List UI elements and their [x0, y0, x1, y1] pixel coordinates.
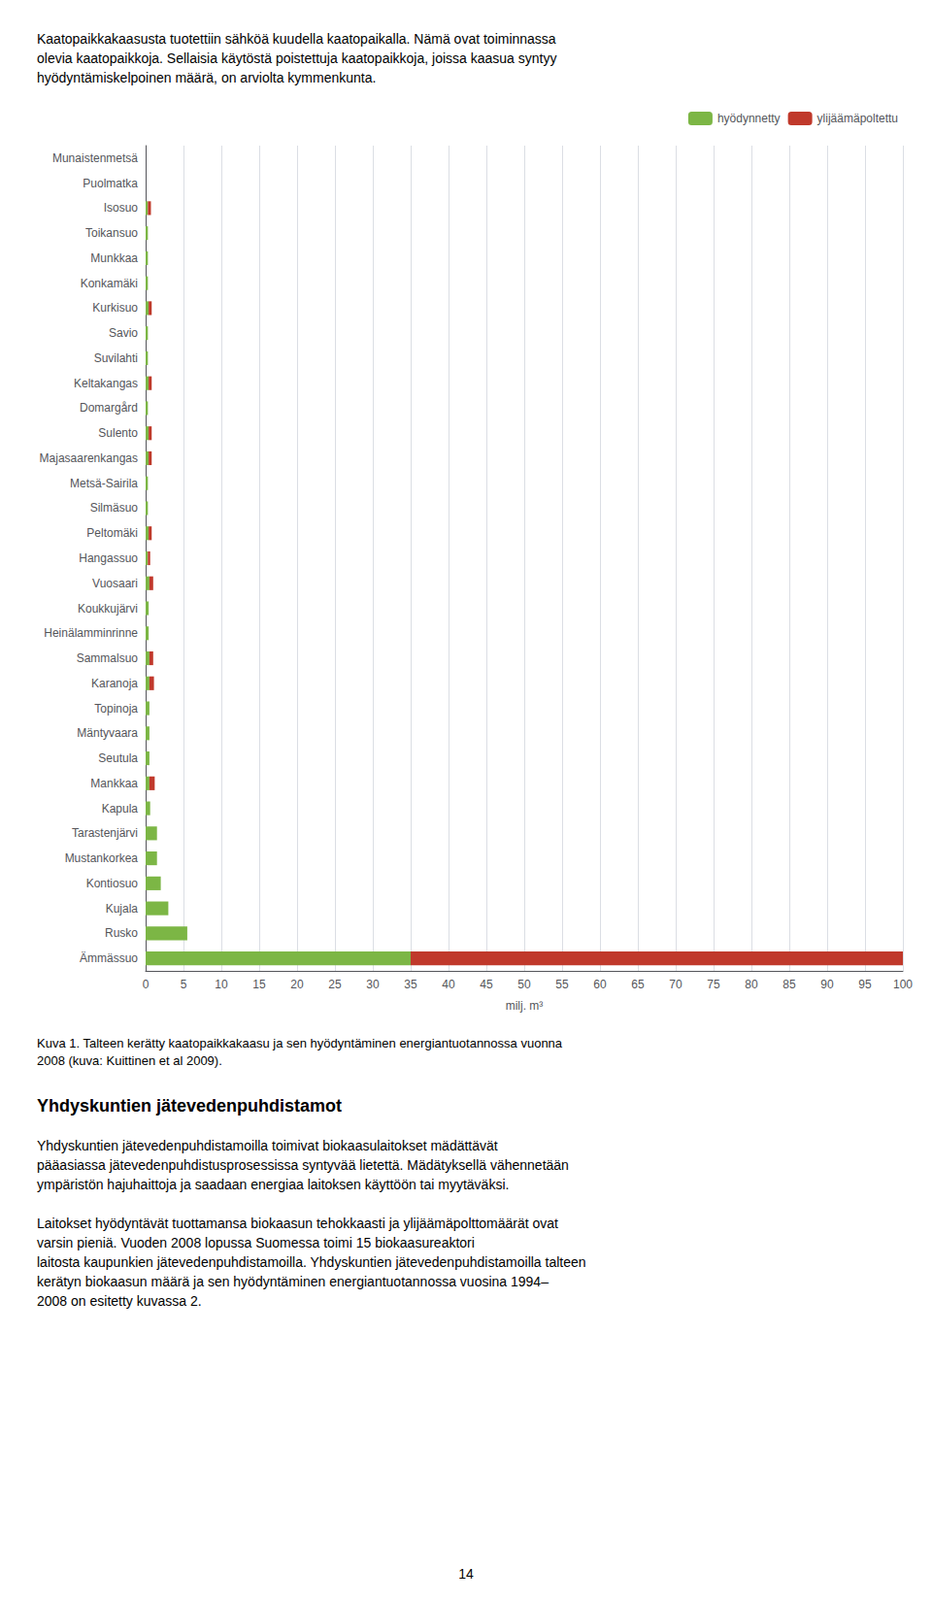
svg-text:Mäntyvaara: Mäntyvaara — [76, 726, 138, 740]
svg-text:55: 55 — [555, 977, 569, 992]
svg-text:15: 15 — [252, 977, 267, 992]
svg-text:80: 80 — [744, 977, 759, 992]
svg-text:Hangassuo: Hangassuo — [78, 551, 138, 566]
svg-text:Munaistenmetsä: Munaistenmetsä — [52, 151, 138, 166]
svg-text:Ämmässuo: Ämmässuo — [79, 951, 138, 966]
svg-text:ympäristön hajuhaittoja ja saa: ympäristön hajuhaittoja ja saadaan energ… — [36, 1176, 509, 1193]
svg-text:Kontiosuo: Kontiosuo — [86, 876, 139, 891]
svg-text:2008 on esitetty kuvassa 2.: 2008 on esitetty kuvassa 2. — [36, 1293, 202, 1309]
svg-text:Tarastenjärvi: Tarastenjärvi — [71, 826, 138, 840]
svg-text:85: 85 — [782, 977, 797, 992]
svg-text:Yhdyskuntien jätevedenpuhdista: Yhdyskuntien jätevedenpuhdistamoilla toi… — [36, 1137, 499, 1154]
svg-text:Mustankorkea: Mustankorkea — [65, 851, 139, 866]
svg-text:Kuva 1. Talteen kerätty kaatop: Kuva 1. Talteen kerätty kaatopaikkakaasu… — [36, 1035, 564, 1051]
svg-text:Puolmatka: Puolmatka — [82, 176, 138, 191]
svg-text:Sammalsuo: Sammalsuo — [76, 651, 139, 666]
svg-text:varsin pieniä. Vuoden 2008 lop: varsin pieniä. Vuoden 2008 lopussa Suome… — [36, 1234, 475, 1251]
svg-text:5: 5 — [180, 977, 188, 992]
svg-text:20: 20 — [290, 977, 304, 992]
svg-text:Peltomäki: Peltomäki — [86, 526, 138, 540]
svg-text:90: 90 — [820, 977, 834, 992]
svg-text:45: 45 — [479, 977, 494, 992]
svg-text:laitosta kaupunkien jätevedenp: laitosta kaupunkien jätevedenpuhdistamoi… — [36, 1254, 587, 1270]
svg-text:Heinälamminrinne: Heinälamminrinne — [43, 626, 138, 640]
svg-text:Seutula: Seutula — [98, 751, 138, 766]
svg-text:Karanoja: Karanoja — [91, 676, 138, 691]
svg-text:40: 40 — [441, 977, 456, 992]
svg-text:Keltakangas: Keltakangas — [73, 376, 138, 391]
svg-text:hyödyntämiskelpoinen määrä, on: hyödyntämiskelpoinen määrä, on arviolta … — [36, 69, 376, 86]
svg-text:pääasiassa jätevedenpuhdistusp: pääasiassa jätevedenpuhdistusprosessissa… — [36, 1157, 569, 1173]
svg-text:Suvilahti: Suvilahti — [94, 351, 138, 366]
svg-text:Isosuo: Isosuo — [103, 200, 139, 215]
svg-text:Vuosaari: Vuosaari — [92, 576, 138, 591]
svg-text:Kaatopaikkakaasusta tuotettiin: Kaatopaikkakaasusta tuotettiin sähköä ku… — [36, 31, 557, 47]
svg-text:Munkkaa: Munkkaa — [90, 251, 138, 266]
svg-text:Toikansuo: Toikansuo — [85, 226, 138, 240]
svg-text:Savio: Savio — [108, 326, 138, 340]
svg-text:75: 75 — [706, 977, 721, 992]
svg-text:Metsä-Sairila: Metsä-Sairila — [69, 476, 138, 491]
svg-text:olevia kaatopaikkoja. Sellaisi: olevia kaatopaikkoja. Sellaisia käytöstä… — [36, 50, 557, 67]
svg-text:65: 65 — [631, 977, 645, 992]
svg-text:Kapula: Kapula — [101, 801, 139, 816]
svg-text:Koukkujärvi: Koukkujärvi — [77, 601, 138, 616]
svg-text:25: 25 — [328, 977, 342, 992]
svg-text:70: 70 — [668, 977, 683, 992]
svg-text:ylijäämäpoltettu: ylijäämäpoltettu — [817, 111, 899, 126]
svg-text:milj. m³: milj. m³ — [505, 998, 544, 1013]
svg-text:Topinoja: Topinoja — [94, 701, 138, 716]
svg-text:Kurkisuo: Kurkisuo — [92, 300, 138, 315]
svg-text:Laitokset hyödyntävät tuottama: Laitokset hyödyntävät tuottamansa biokaa… — [36, 1215, 559, 1232]
svg-text:95: 95 — [858, 977, 872, 992]
svg-text:Domargård: Domargård — [79, 400, 138, 415]
svg-text:Silmäsuo: Silmäsuo — [90, 500, 139, 515]
svg-text:Yhdyskuntien jätevedenpuhdista: Yhdyskuntien jätevedenpuhdistamot — [36, 1096, 342, 1116]
svg-text:Rusko: Rusko — [104, 926, 138, 940]
svg-text:10: 10 — [214, 977, 229, 992]
svg-text:kerätyn biokaasun määrä ja sen: kerätyn biokaasun määrä ja sen hyödyntäm… — [36, 1273, 549, 1290]
svg-text:Majasaarenkangas: Majasaarenkangas — [39, 451, 138, 466]
svg-text:35: 35 — [403, 977, 418, 992]
svg-text:60: 60 — [593, 977, 607, 992]
svg-text:Kujala: Kujala — [105, 901, 139, 916]
svg-text:0: 0 — [142, 977, 150, 992]
svg-text:2008 (kuva: Kuittinen et al 20: 2008 (kuva: Kuittinen et al 2009). — [36, 1053, 223, 1068]
svg-text:30: 30 — [366, 977, 380, 992]
svg-text:100: 100 — [893, 977, 913, 992]
svg-text:50: 50 — [517, 977, 532, 992]
svg-text:Konkamäki: Konkamäki — [80, 276, 138, 291]
svg-text:Mankkaa: Mankkaa — [90, 776, 138, 791]
svg-text:hyödynnetty: hyödynnetty — [717, 111, 781, 126]
svg-text:Sulento: Sulento — [98, 426, 138, 440]
svg-text:14: 14 — [458, 1565, 474, 1582]
